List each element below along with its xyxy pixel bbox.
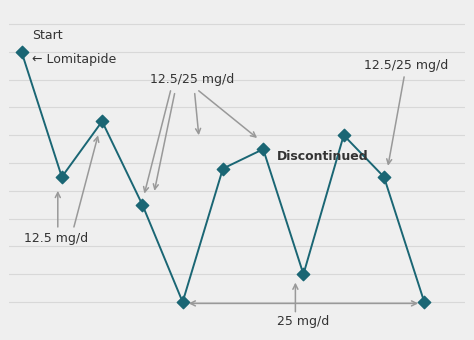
Text: 12.5/25 mg/d: 12.5/25 mg/d [364, 59, 448, 72]
Point [138, 202, 146, 207]
Point [179, 299, 186, 305]
Text: 12.5 mg/d: 12.5 mg/d [24, 232, 88, 244]
Text: ← Lomitapide: ← Lomitapide [32, 53, 116, 66]
Text: 25 mg/d: 25 mg/d [277, 315, 329, 328]
Text: Discontinued: Discontinued [277, 150, 369, 163]
Point [98, 119, 106, 124]
Point [300, 272, 307, 277]
Text: 12.5/25 mg/d: 12.5/25 mg/d [150, 73, 235, 86]
Point [420, 299, 428, 305]
Point [219, 166, 227, 171]
Text: Start: Start [32, 29, 62, 42]
Point [58, 174, 65, 180]
Point [18, 49, 25, 55]
Point [259, 147, 267, 152]
Point [380, 174, 388, 180]
Point [340, 133, 347, 138]
